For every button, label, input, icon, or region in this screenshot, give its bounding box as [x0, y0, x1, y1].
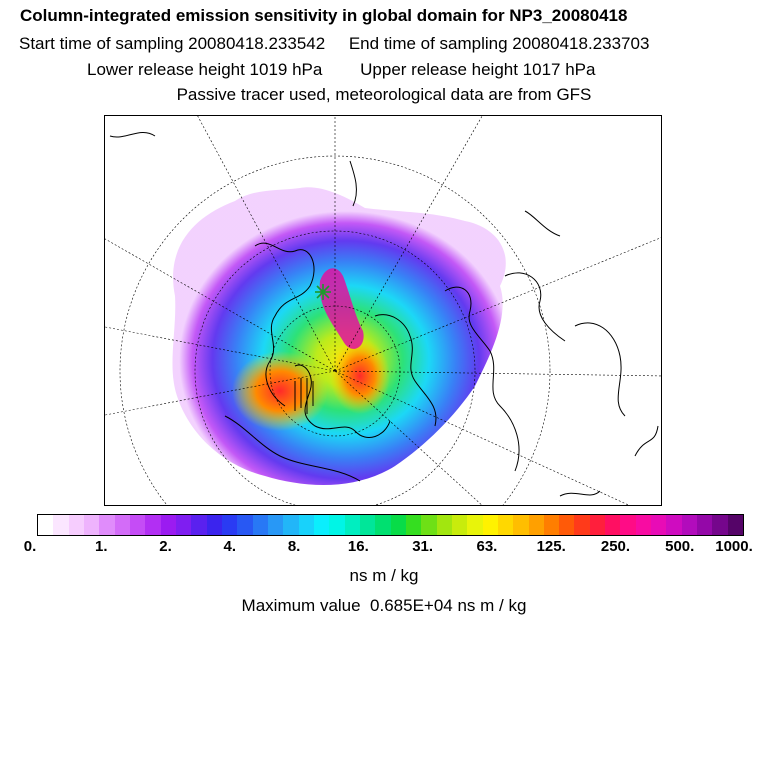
upper-release-height: Upper release height 1017 hPa	[360, 60, 596, 79]
colorbar-cell	[497, 515, 514, 535]
colorbar-cell	[390, 515, 406, 535]
colorbar-cell	[283, 515, 299, 535]
colorbar-cell	[666, 515, 682, 535]
colorbar-cell	[528, 515, 544, 535]
colorbar-cell	[605, 515, 621, 535]
colorbar-cell	[405, 515, 422, 535]
colorbar-tick-label: 8.	[287, 538, 301, 555]
end-time: End time of sampling 20080418.233703	[348, 34, 650, 53]
colorbar-cell	[175, 515, 192, 535]
colorbar-cell	[329, 515, 345, 535]
polar-map	[104, 115, 662, 506]
colorbar-cell	[298, 515, 314, 535]
colorbar-tick-labels: 0. 1. 2. 4. 8. 16. 31. 63. 125. 250. 500. 1000.	[0, 538, 768, 558]
start-time: Start time of sampling 20080418.233542	[19, 34, 326, 53]
colorbar-cell	[221, 515, 238, 535]
colorbar-cell	[589, 515, 606, 535]
colorbar-tick-label: 63.	[476, 538, 498, 555]
colorbar-cell	[681, 515, 698, 535]
release-height-line: Lower release height 1019 hPa Upper rele…	[0, 60, 768, 80]
colorbar-tick-label: 16.	[347, 538, 369, 555]
colorbar-cell	[421, 515, 437, 535]
sensitivity-field-outer	[172, 187, 506, 486]
colorbar-tick-label: 500.	[665, 538, 695, 555]
colorbar-cell	[38, 515, 54, 535]
colorbar-cell	[727, 515, 744, 535]
colorbar-cell	[99, 515, 115, 535]
colorbar-cell	[114, 515, 130, 535]
colorbar-cell	[712, 515, 728, 535]
colorbar-cell	[574, 515, 590, 535]
colorbar-cell	[451, 515, 468, 535]
colorbar-cell	[160, 515, 176, 535]
colorbar-cell	[129, 515, 146, 535]
tracer-note: Passive tracer used, meteorological data…	[176, 85, 592, 104]
colorbar-cell	[651, 515, 667, 535]
colorbar-cell	[543, 515, 560, 535]
colorbar-cell	[237, 515, 253, 535]
colorbar-tick-label: 1.	[95, 538, 108, 555]
colorbar-cell	[267, 515, 284, 535]
sampling-time-line: Start time of sampling 20080418.233542 E…	[0, 34, 768, 54]
sensitivity-hotspot-center	[330, 338, 390, 414]
colorbar-unit: ns m / kg	[349, 566, 419, 585]
colorbar-cell	[191, 515, 207, 535]
colorbar-cell	[252, 515, 268, 535]
colorbar-cell	[635, 515, 652, 535]
release-location-marker	[315, 284, 331, 300]
colorbar-cell	[513, 515, 529, 535]
colorbar-cell	[68, 515, 84, 535]
colorbar-cell	[375, 515, 391, 535]
colorbar-tick-label: 250.	[600, 538, 631, 555]
colorbar-tick-label: 125.	[536, 538, 566, 555]
colorbar-tick-label: 31.	[412, 538, 434, 555]
colorbar-cell	[559, 515, 575, 535]
colorbar-tick-label: 1000.	[715, 538, 753, 555]
colorbar-cell	[206, 515, 222, 535]
lower-release-height: Lower release height 1019 hPa	[87, 60, 323, 79]
colorbar-cell	[145, 515, 161, 535]
colorbar-cell	[697, 515, 713, 535]
colorbar-tick-label: 0.	[23, 538, 37, 555]
colorbar-cell	[620, 515, 636, 535]
colorbar-cell	[467, 515, 483, 535]
coastlines	[109, 131, 659, 497]
colorbar-cell	[83, 515, 100, 535]
colorbar-tick-label: 2.	[159, 538, 172, 555]
colorbar-tick-label: 4.	[223, 538, 237, 555]
maximum-value: Maximum value 0.685E+04 ns m / kg	[241, 596, 527, 615]
graticule	[105, 116, 661, 505]
colorbar-cell	[436, 515, 452, 535]
plot-title: Column-integrated emission sensitivity i…	[20, 6, 628, 25]
colorbar-cell	[313, 515, 330, 535]
colorbar-cell	[344, 515, 360, 535]
colorbar-cell	[482, 515, 498, 535]
colorbar-cell	[53, 515, 69, 535]
sensitivity-hotspot-west	[232, 351, 328, 431]
colorbar	[37, 514, 744, 536]
map-canvas	[105, 116, 661, 505]
sensitivity-tongue	[319, 268, 364, 349]
colorbar-cell	[359, 515, 376, 535]
